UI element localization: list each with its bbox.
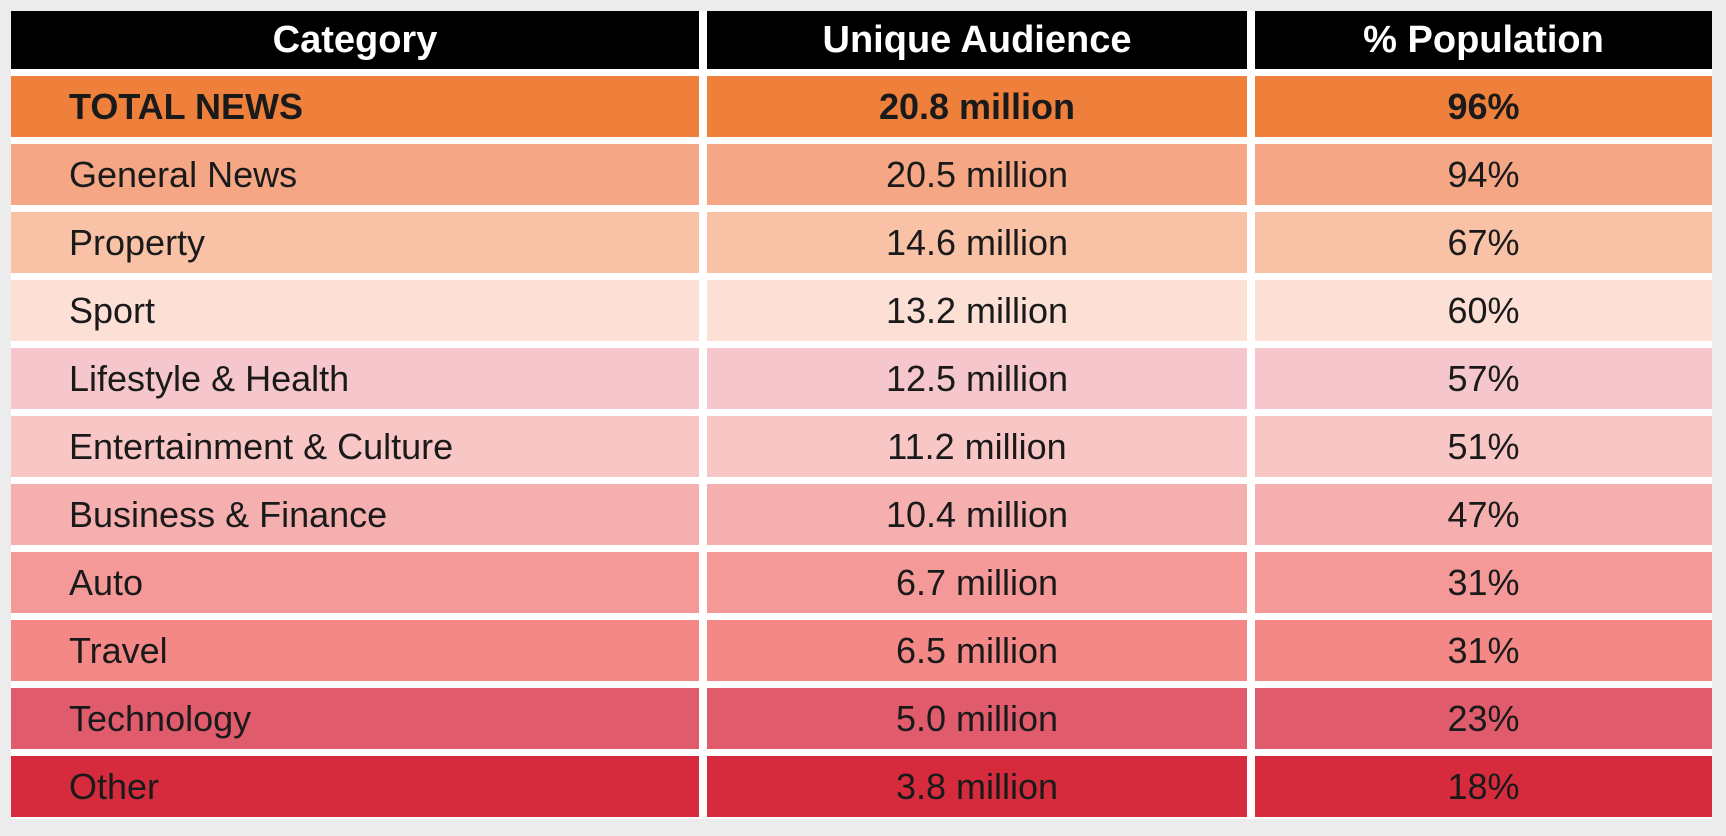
cell-category: Technology — [11, 688, 699, 749]
cell-category: Property — [11, 212, 699, 273]
cell-unique-audience: 6.7 million — [707, 552, 1247, 613]
cell-percent-population: 51% — [1255, 416, 1712, 477]
cell-unique-audience: 20.5 million — [707, 144, 1247, 205]
cell-unique-audience: 6.5 million — [707, 620, 1247, 681]
cell-percent-population: 47% — [1255, 484, 1712, 545]
cell-category: Sport — [11, 280, 699, 341]
cell-unique-audience: 14.6 million — [707, 212, 1247, 273]
cell-unique-audience: 10.4 million — [707, 484, 1247, 545]
cell-unique-audience: 11.2 million — [707, 416, 1247, 477]
cell-percent-population: 57% — [1255, 348, 1712, 409]
cell-percent-population: 31% — [1255, 620, 1712, 681]
cell-category: Business & Finance — [11, 484, 699, 545]
cell-category: Auto — [11, 552, 699, 613]
header-percent-population: % Population — [1255, 11, 1712, 69]
header-category: Category — [11, 11, 699, 69]
cell-category: Lifestyle & Health — [11, 348, 699, 409]
header-unique-audience: Unique Audience — [707, 11, 1247, 69]
cell-unique-audience: 20.8 million — [707, 76, 1247, 137]
cell-percent-population: 96% — [1255, 76, 1712, 137]
cell-percent-population: 18% — [1255, 756, 1712, 817]
cell-percent-population: 60% — [1255, 280, 1712, 341]
cell-percent-population: 94% — [1255, 144, 1712, 205]
cell-category: Other — [11, 756, 699, 817]
cell-category: General News — [11, 144, 699, 205]
cell-category: Entertainment & Culture — [11, 416, 699, 477]
table-grid: Category Unique Audience % Population TO… — [11, 11, 1712, 817]
cell-category: TOTAL NEWS — [11, 76, 699, 137]
cell-percent-population: 67% — [1255, 212, 1712, 273]
cell-unique-audience: 3.8 million — [707, 756, 1247, 817]
cell-unique-audience: 13.2 million — [707, 280, 1247, 341]
cell-percent-population: 31% — [1255, 552, 1712, 613]
cell-unique-audience: 5.0 million — [707, 688, 1247, 749]
cell-unique-audience: 12.5 million — [707, 348, 1247, 409]
audience-table: Category Unique Audience % Population TO… — [11, 11, 1712, 819]
cell-category: Travel — [11, 620, 699, 681]
cell-percent-population: 23% — [1255, 688, 1712, 749]
